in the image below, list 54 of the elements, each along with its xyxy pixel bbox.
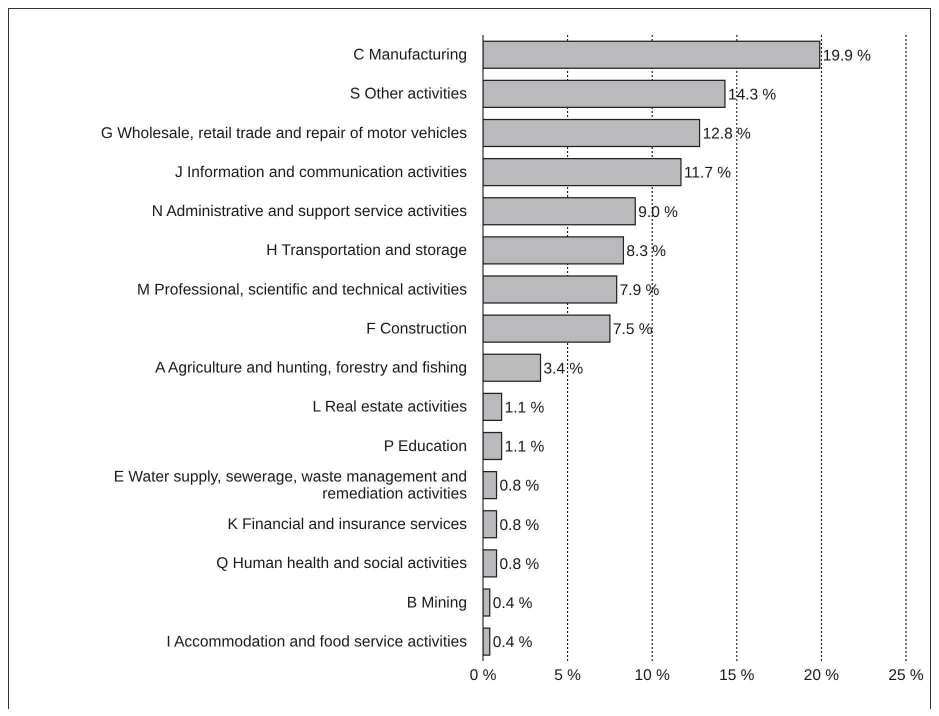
y-tick-label: K Financial and insurance services [227,516,468,533]
bar [483,118,700,148]
data-label: 3.4 % [544,360,584,378]
bar [483,471,498,500]
y-tick-label: N Administrative and support service activities [152,202,468,220]
y-tick-label: A Agriculture and hunting, forestry and fishing [155,359,467,376]
x-tick-label: 5 % [554,667,582,684]
y-tick-label: I Accommodation and food service activities [166,632,468,650]
bar [483,510,498,538]
y-tick-label: Q Human health and social activities [216,554,468,572]
x-tick-label: 10 % [634,667,670,684]
bar [483,80,726,108]
bar [483,432,502,460]
y-tick-label: E Water supply, sewerage, waste management and remediation activities [114,468,468,502]
x-tick-label: 15 % [719,667,755,684]
y-tick-label: P Education [384,437,467,454]
data-label: 7.5 % [612,321,653,338]
data-label: 8.3 % [626,242,666,260]
y-tick-label: H Transportation and storage [266,242,467,259]
data-label: 1.1 % [504,438,544,456]
data-label: 9.0 % [638,204,678,221]
data-label: 12.8 % [702,126,752,143]
data-label: 0.8 % [500,478,540,495]
data-label: 11.7 % [684,164,732,182]
y-tick-label: G Wholesale, retail trade and repair of motor vehicles [100,124,468,142]
bar [483,549,498,578]
bar [483,628,490,656]
data-label: 1.1 % [504,399,544,416]
bar [483,197,636,226]
data-label: 0.4 % [492,634,533,652]
y-tick-label: J Information and communication activities [174,163,468,180]
y-tick-label: S Other activities [350,85,468,102]
x-tick-label: 25 % [888,667,924,684]
data-label: 0.4 % [492,595,533,612]
data-label: 19.9 % [822,47,872,64]
bar [483,275,618,304]
y-tick-label: C Manufacturing [353,46,467,64]
bar [483,158,682,186]
bar [483,392,502,421]
bar [483,354,542,382]
y-tick-label: F Construction [366,320,467,337]
x-tick-label: 20 % [804,667,840,684]
y-tick-label: B Mining [406,594,467,611]
y-tick-label: M Professional, scientific and technical activities [137,280,468,298]
bar [483,236,624,264]
bar [483,314,610,343]
data-label: 0.8 % [500,556,540,573]
y-tick-label: L Real estate activities [312,398,468,416]
data-label: 7.9 % [620,282,660,300]
data-label: 14.3 % [728,86,776,104]
bar [483,40,820,69]
x-tick-label: 0 % [470,667,497,684]
bar [483,588,490,617]
data-label: 0.8 % [500,516,540,534]
